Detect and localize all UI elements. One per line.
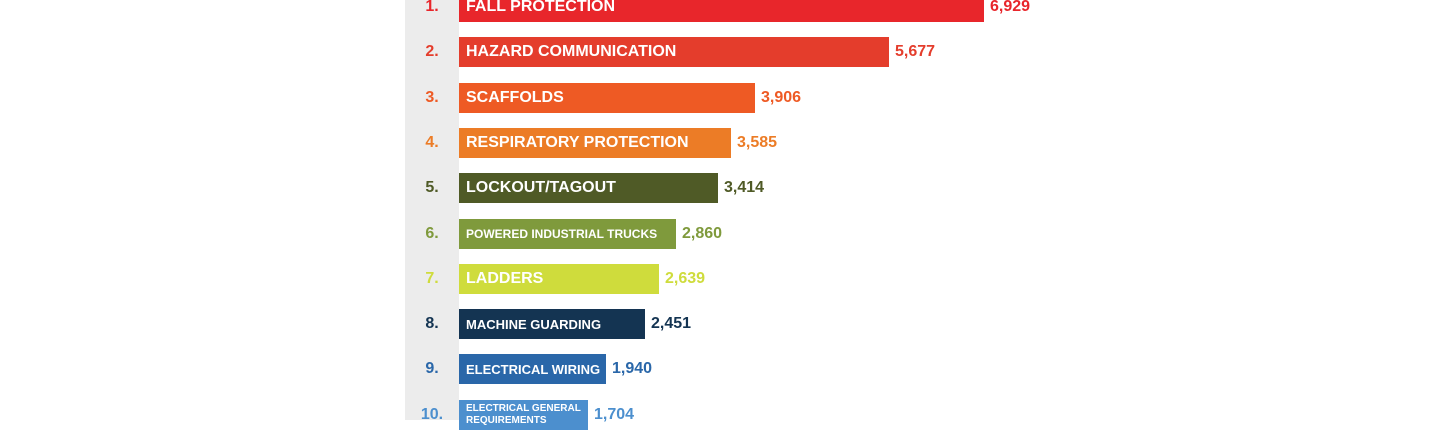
value-label-electrical-wiring: 1,940 (612, 360, 653, 377)
bar-label-powered-industrial-trucks: POWERED INDUSTRIAL TRUCKS (466, 227, 658, 241)
rank-3: 3. (425, 89, 439, 106)
bar-label-fall-protection: FALL PROTECTION (466, 0, 616, 15)
rank-1: 1. (425, 0, 439, 15)
rank-9: 9. (425, 360, 439, 377)
rank-column-background (405, 0, 459, 420)
value-label-powered-industrial-trucks: 2,860 (682, 225, 723, 242)
bar-ladders: LADDERS (459, 264, 659, 294)
bar-label-respiratory-protection: RESPIRATORY PROTECTION (466, 134, 689, 151)
bar-label-electrical-general-requirements: ELECTRICAL GENERAL REQUIREMENTS (466, 403, 581, 426)
value-label-ladders: 2,639 (665, 270, 706, 287)
value-label-respiratory-protection: 3,585 (737, 134, 778, 151)
value-label-fall-protection: 6,929 (990, 0, 1031, 15)
value-label-hazard-communication: 5,677 (895, 43, 936, 60)
bar-hazard-communication: HAZARD COMMUNICATION (459, 37, 889, 67)
bar-fall-protection: FALL PROTECTION (459, 0, 984, 22)
rank-4: 4. (425, 134, 439, 151)
rank-7: 7. (425, 270, 439, 287)
bar-machine-guarding: MACHINE GUARDING (459, 309, 645, 339)
bar-lockout-tagout: LOCKOUT/TAGOUT (459, 173, 718, 203)
bar-label-lockout-tagout: LOCKOUT/TAGOUT (466, 179, 616, 196)
bar-electrical-wiring: ELECTRICAL WIRING (459, 354, 606, 384)
value-label-electrical-general-requirements: 1,704 (594, 406, 635, 423)
rank-5: 5. (425, 179, 439, 196)
bar-label-electrical-wiring: ELECTRICAL WIRING (466, 361, 601, 377)
rank-6: 6. (425, 225, 439, 242)
bar-label-ladders: LADDERS (466, 270, 544, 287)
bar-label-hazard-communication: HAZARD COMMUNICATION (466, 43, 677, 60)
value-label-scaffolds: 3,906 (761, 89, 802, 106)
bar-electrical-general-requirements: ELECTRICAL GENERAL REQUIREMENTS (459, 400, 588, 430)
value-label-machine-guarding: 2,451 (651, 315, 692, 332)
bar-powered-industrial-trucks: POWERED INDUSTRIAL TRUCKS (459, 219, 676, 249)
bar-label-scaffolds: SCAFFOLDS (466, 89, 564, 106)
value-label-lockout-tagout: 3,414 (724, 179, 765, 196)
bar-scaffolds: SCAFFOLDS (459, 83, 755, 113)
rank-2: 2. (425, 43, 439, 60)
bar-respiratory-protection: RESPIRATORY PROTECTION (459, 128, 731, 158)
rank-8: 8. (425, 315, 439, 332)
rank-10: 10. (420, 406, 444, 423)
bar-label-machine-guarding: MACHINE GUARDING (466, 316, 602, 332)
